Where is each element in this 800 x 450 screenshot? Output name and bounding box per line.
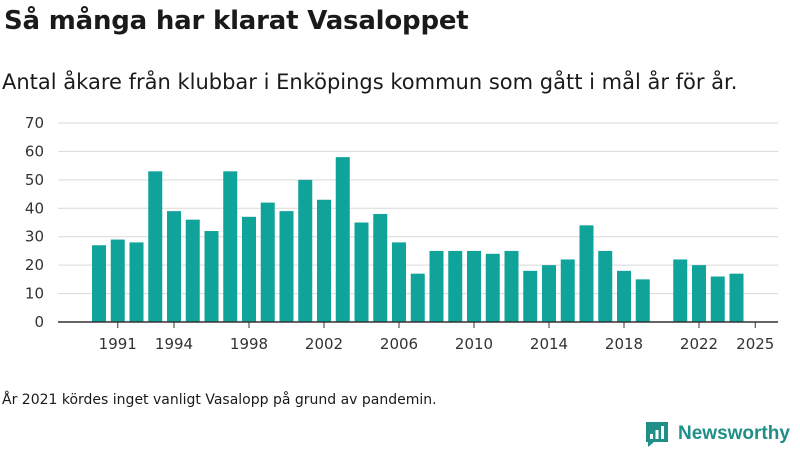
bar-2022[interactable] [692,265,706,322]
x-tick-label: 1994 [155,335,193,353]
bar-2019[interactable] [635,279,650,322]
x-tick-label: 2002 [305,335,343,353]
bar-1995[interactable] [185,219,200,322]
x-tick-label: 2014 [530,335,568,353]
bar-2017[interactable] [598,250,613,322]
footnote: År 2021 kördes inget vanligt Vasalopp på… [2,392,437,408]
y-tick-label: 70 [25,114,44,132]
bar-1990[interactable] [92,245,106,322]
bar-2008[interactable] [429,250,444,322]
bar-2004[interactable] [354,222,369,323]
bar-2011[interactable] [485,253,500,322]
bar-1996[interactable] [204,231,219,322]
bar-1993[interactable] [148,171,163,322]
bar-2010[interactable] [467,250,481,322]
bar-1992[interactable] [129,242,144,322]
brand-name: Newsworthy [678,423,790,444]
bar-2003[interactable] [335,157,350,322]
bar-1998[interactable] [242,216,256,322]
x-tick-label: 2022 [680,335,718,353]
bar-2024[interactable] [729,273,744,322]
bar-1997[interactable] [223,171,238,322]
x-tick-label: 2025 [736,335,774,353]
x-tick-label: 1998 [230,335,268,353]
bar-2009[interactable] [448,250,463,322]
bar-2014[interactable] [542,265,556,322]
y-tick-label: 10 [25,285,44,303]
bar-2018[interactable] [617,270,631,322]
bar-2007[interactable] [410,273,425,322]
bar-2023[interactable] [710,276,725,322]
bar-2013[interactable] [523,270,538,322]
y-tick-label: 60 [25,142,44,160]
bar-chart: 0 10 20 30 40 50 60 70 1991 1994 1998 2002 2006 2010… [25,114,778,353]
y-tick-label: 30 [25,228,44,246]
x-tick-label: 2010 [455,335,493,353]
chart-subtitle: Antal åkare från klubbar i Enköpings kom… [2,70,738,94]
x-tick-label: 2018 [605,335,643,353]
x-tick-label: 2006 [380,335,418,353]
bar-2000[interactable] [279,211,294,322]
bar-1994[interactable] [167,211,181,322]
chart-title: Så många har klarat Vasaloppet [4,6,469,36]
x-tick-label: 1991 [99,335,137,353]
newsworthy-brand[interactable]: Newsworthy [644,420,790,448]
bar-2006[interactable] [392,242,406,322]
bar-2016[interactable] [579,225,594,322]
bar-2015[interactable] [560,259,575,322]
bar-1991[interactable] [110,239,125,322]
y-tick-label: 50 [25,171,44,189]
bar-2012[interactable] [504,250,519,322]
bar-1999[interactable] [260,202,275,322]
bar-2005[interactable] [373,213,388,322]
y-tick-label: 0 [34,313,44,331]
bar-2001[interactable] [298,179,313,322]
y-tick-label: 20 [25,256,44,274]
bar-chart-logo-icon [646,422,668,447]
bar-2002[interactable] [317,199,331,322]
bar-2021[interactable] [673,259,688,322]
y-tick-label: 40 [25,199,44,217]
